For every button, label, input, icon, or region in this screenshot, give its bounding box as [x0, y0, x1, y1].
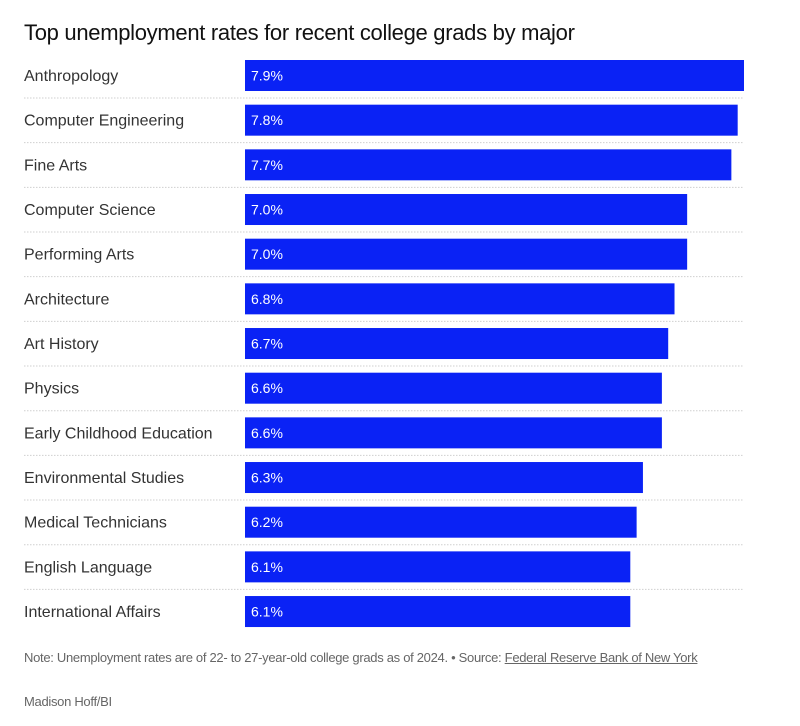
value-label: 6.1% [251, 559, 283, 575]
bar [245, 596, 631, 628]
category-label: Computer Science [24, 202, 156, 219]
value-label: 7.9% [251, 68, 283, 84]
category-label: Environmental Studies [24, 470, 184, 487]
bar-chart: Anthropology 7.9% Computer Engineering 7.8%… [24, 60, 744, 628]
bar [245, 372, 662, 404]
bar [245, 417, 662, 449]
value-label: 7.7% [251, 157, 283, 173]
category-label: Architecture [24, 291, 109, 308]
value-label: 6.3% [251, 470, 283, 486]
category-label: Performing Arts [24, 247, 134, 264]
value-label: 7.8% [251, 112, 283, 128]
bar [245, 328, 669, 360]
category-label: Early Childhood Education [24, 425, 213, 442]
bar [245, 60, 744, 91]
credit: Madison Hoff/BI [24, 694, 112, 709]
note-text: Note: Unemployment rates are of 22- to 2… [24, 650, 505, 665]
category-label: Computer Engineering [24, 113, 184, 130]
category-label: Fine Arts [24, 157, 87, 174]
category-label: Physics [24, 381, 79, 398]
bar [245, 238, 688, 270]
bar [245, 506, 637, 538]
category-label: Medical Technicians [24, 515, 167, 532]
footnote: Note: Unemployment rates are of 22- to 2… [24, 649, 764, 666]
category-label: English Language [24, 559, 152, 576]
value-label: 6.1% [251, 604, 283, 620]
chart-title: Top unemployment rates for recent colleg… [24, 20, 575, 45]
value-label: 6.6% [251, 380, 283, 396]
source-link[interactable]: Federal Reserve Bank of New York [504, 650, 698, 665]
value-label: 6.2% [251, 514, 283, 530]
bar [245, 194, 688, 226]
bar [245, 462, 643, 494]
bar [245, 104, 738, 136]
value-label: 6.6% [251, 425, 283, 441]
value-label: 7.0% [251, 202, 283, 218]
bar [245, 551, 631, 583]
category-label: Anthropology [24, 68, 118, 85]
bar [245, 149, 732, 181]
category-label: Art History [24, 336, 99, 353]
value-label: 7.0% [251, 246, 283, 262]
value-label: 6.8% [251, 291, 283, 307]
value-label: 6.7% [251, 336, 283, 352]
category-label: International Affairs [24, 604, 161, 621]
bar [245, 283, 675, 315]
